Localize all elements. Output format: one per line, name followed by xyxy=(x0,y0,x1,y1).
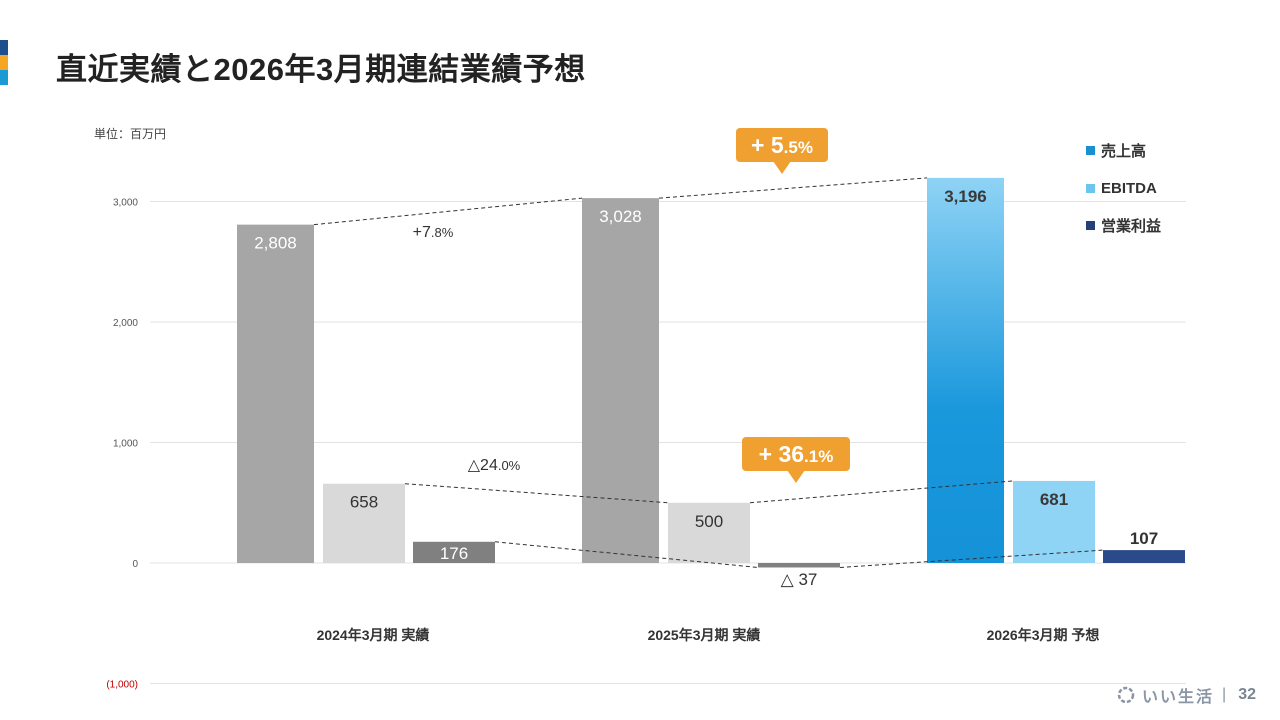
bar-ebitda xyxy=(323,483,405,563)
bar-value-label: 2,808 xyxy=(254,234,297,253)
bar-value-label: 107 xyxy=(1130,529,1158,548)
connector-line xyxy=(749,480,1014,504)
footer-brand: いい生活 xyxy=(1142,689,1215,706)
callout-text: + 36.1% xyxy=(759,441,834,467)
callout-pointer xyxy=(773,161,791,174)
legend-item-operating-profit: 営業利益 xyxy=(1086,207,1161,245)
footer: いい生活 | 32 xyxy=(1116,683,1256,707)
legend-item-ebitda: EBITDA xyxy=(1086,170,1161,208)
callout-box xyxy=(742,437,850,471)
y-tick-label: (1,000) xyxy=(106,680,138,691)
legend-swatch-ebitda xyxy=(1086,183,1095,193)
bar-value-label: 500 xyxy=(695,512,723,531)
bar-value-label: 176 xyxy=(440,544,468,563)
bar-value-label: 3,196 xyxy=(944,187,987,206)
y-tick-label: 2,000 xyxy=(113,318,138,329)
bar-sales xyxy=(582,198,659,563)
legend-label-sales: 売上高 xyxy=(1101,143,1147,161)
growth-label-ebitda-prior: △24.0% xyxy=(468,457,521,474)
unit-label: 単位：百万円 xyxy=(94,127,167,141)
x-category-label: 2025年3月期 実績 xyxy=(648,627,761,643)
callout-text: + 5.5% xyxy=(751,132,813,158)
y-tick-label: 3,000 xyxy=(113,198,138,209)
chart-legend: 売上高 EBITDA 営業利益 xyxy=(1086,132,1161,245)
connector-line xyxy=(658,177,928,199)
bar-sales xyxy=(237,224,314,564)
growth-label-sales-prior: +7.8% xyxy=(413,224,454,241)
x-category-label: 2024年3月期 実績 xyxy=(317,627,430,643)
callout-pointer xyxy=(787,470,805,483)
x-category-label: 2026年3月期 予想 xyxy=(987,627,1100,643)
legend-item-sales: 売上高 xyxy=(1086,132,1161,170)
y-tick-label: 1,000 xyxy=(113,439,138,450)
accent-stripe-navy xyxy=(0,40,8,55)
legend-label-ebitda: EBITDA xyxy=(1101,179,1157,197)
bar-ebitda xyxy=(668,502,750,563)
bar-operating-profit xyxy=(413,541,495,563)
bar-value-label: 681 xyxy=(1040,490,1068,509)
page-number: 32 xyxy=(1238,686,1256,703)
legend-swatch-operating-profit xyxy=(1086,221,1095,231)
accent-stripe-blue xyxy=(0,70,8,85)
callout-box xyxy=(736,128,828,162)
ring-logo-icon xyxy=(1117,686,1135,704)
bar-sales xyxy=(927,177,1004,563)
growth-callout-ebitda-forecast: + 36.1% xyxy=(742,437,850,483)
connector-line xyxy=(839,549,1104,568)
y-tick-label: 0 xyxy=(132,559,138,570)
footer-separator: | xyxy=(1222,686,1227,703)
accent-bar xyxy=(0,40,8,85)
page-title: 直近実績と2026年3月期連結業績予想 xyxy=(56,52,586,87)
bar-operating-profit xyxy=(758,563,840,568)
bar-value-label: △ 37 xyxy=(781,570,818,589)
legend-label-operating-profit: 営業利益 xyxy=(1101,218,1162,236)
legend-swatch-sales xyxy=(1086,146,1095,156)
accent-stripe-orange xyxy=(0,55,8,70)
bar-ebitda xyxy=(1013,480,1095,563)
bar-value-label: 3,028 xyxy=(599,207,642,226)
bar-operating-profit xyxy=(1103,550,1185,563)
connector-line xyxy=(313,197,583,226)
connector-line xyxy=(494,541,759,568)
growth-callout-sales-forecast: + 5.5% xyxy=(736,128,828,174)
bar-value-label: 658 xyxy=(350,493,378,512)
connector-line xyxy=(404,483,669,504)
